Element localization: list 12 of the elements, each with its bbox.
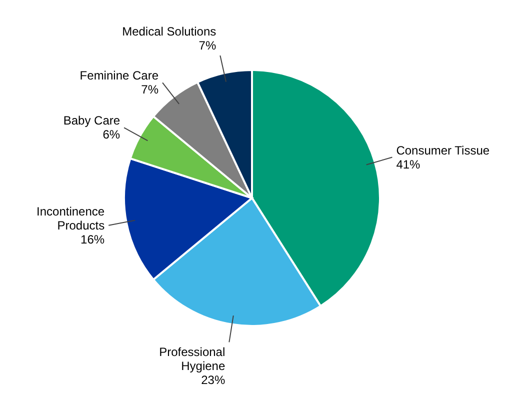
data-label: 7% xyxy=(198,38,216,53)
slice-label: Medical Solutions xyxy=(122,24,216,39)
data-label: 23% xyxy=(201,373,226,388)
slice-label: Baby Care xyxy=(63,114,120,128)
data-label: 6% xyxy=(102,128,120,142)
data-label: 41% xyxy=(396,157,421,172)
slice-label: Feminine Care xyxy=(80,68,159,83)
slice-label: Incontinence Products xyxy=(36,204,105,232)
slice-label: Consumer Tissue xyxy=(396,143,490,158)
data-label: 7% xyxy=(141,82,159,97)
data-label: 16% xyxy=(80,232,105,246)
slice-label: Professional Hygiene xyxy=(159,345,226,374)
